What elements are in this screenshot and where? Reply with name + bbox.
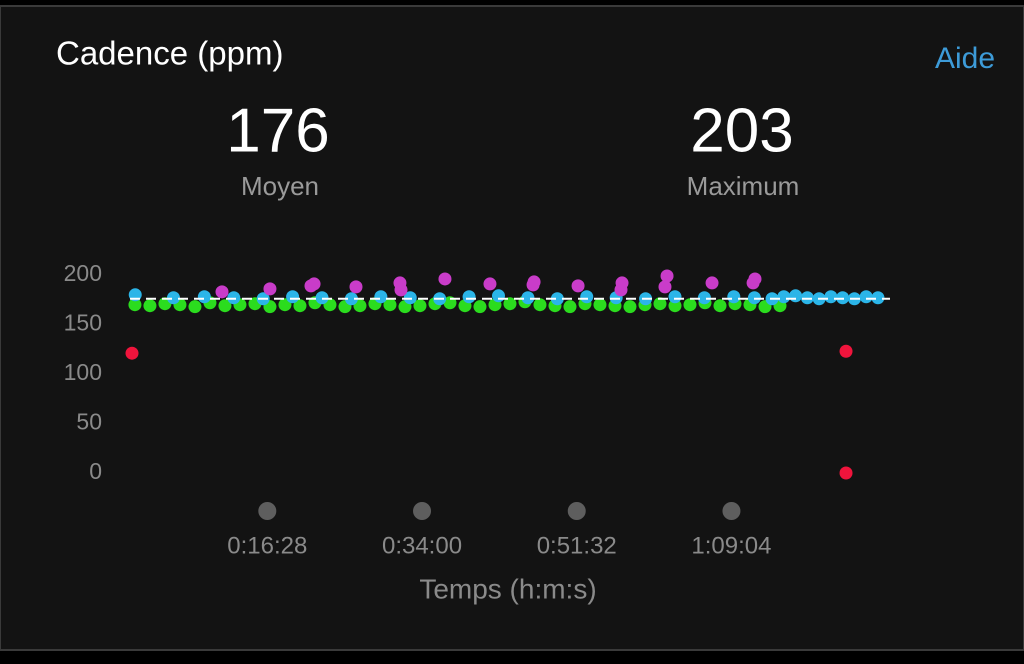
x-tick-label: 1:09:04 <box>691 532 771 559</box>
data-point <box>839 344 853 358</box>
data-point <box>143 299 157 313</box>
data-point <box>615 276 629 290</box>
x-tick-mark <box>722 502 741 520</box>
x-tick-mark <box>258 502 277 520</box>
x-tick-label: 0:34:00 <box>382 532 462 559</box>
help-link[interactable]: Aide <box>935 42 995 75</box>
data-point <box>713 299 727 313</box>
data-point <box>697 291 711 305</box>
y-tick-label: 0 <box>89 458 102 484</box>
data-point <box>571 279 585 293</box>
y-tick-label: 100 <box>64 359 102 385</box>
data-point <box>374 290 388 304</box>
data-point <box>128 298 142 312</box>
data-point <box>623 300 637 314</box>
data-point <box>383 298 397 312</box>
data-point <box>349 280 363 294</box>
data-point <box>527 275 541 289</box>
data-point <box>473 300 487 314</box>
card <box>0 5 1024 651</box>
x-tick-mark <box>567 502 586 520</box>
data-point <box>660 269 674 283</box>
x-tick-label: 0:51:32 <box>537 532 617 559</box>
data-point <box>307 277 321 291</box>
data-point <box>668 290 682 304</box>
data-point <box>188 300 202 314</box>
x-axis-title: Temps (h:m:s) <box>419 573 596 604</box>
data-point <box>503 297 517 311</box>
data-point <box>197 290 211 304</box>
data-point <box>705 276 719 290</box>
data-point <box>683 298 697 312</box>
data-point <box>563 300 577 314</box>
data-point <box>521 291 535 305</box>
data-point <box>218 299 232 313</box>
data-point <box>789 289 803 303</box>
data-point <box>593 298 607 312</box>
data-point <box>533 298 547 312</box>
y-tick-label: 150 <box>64 310 102 336</box>
data-point <box>413 299 427 313</box>
data-point <box>263 282 277 296</box>
data-point <box>344 292 358 306</box>
data-point <box>824 290 838 304</box>
data-point <box>286 290 300 304</box>
stat-label: Moyen <box>241 171 319 201</box>
data-point <box>483 277 497 291</box>
data-point <box>859 290 873 304</box>
data-point <box>727 290 741 304</box>
x-tick-label: 0:16:28 <box>227 532 307 559</box>
data-point <box>839 466 853 480</box>
data-point <box>125 346 139 360</box>
data-point <box>777 290 791 304</box>
data-point <box>215 285 229 299</box>
data-point <box>394 283 408 297</box>
y-tick-label: 200 <box>64 260 102 286</box>
x-tick-mark <box>413 502 432 520</box>
data-point <box>658 280 672 294</box>
data-point <box>438 272 452 286</box>
stat-label: Maximum <box>687 171 800 201</box>
data-point <box>871 291 885 305</box>
title: Cadence (ppm) <box>56 35 283 72</box>
data-point <box>668 299 682 313</box>
data-point <box>462 290 476 304</box>
data-point <box>653 297 667 311</box>
data-point <box>166 291 180 305</box>
data-point <box>293 299 307 313</box>
stat-value: 176 <box>226 96 329 165</box>
data-point <box>550 292 564 306</box>
y-tick-label: 50 <box>76 409 102 435</box>
data-point <box>491 289 505 303</box>
stat-value: 203 <box>690 96 793 165</box>
data-point <box>580 290 594 304</box>
data-point <box>748 272 762 286</box>
